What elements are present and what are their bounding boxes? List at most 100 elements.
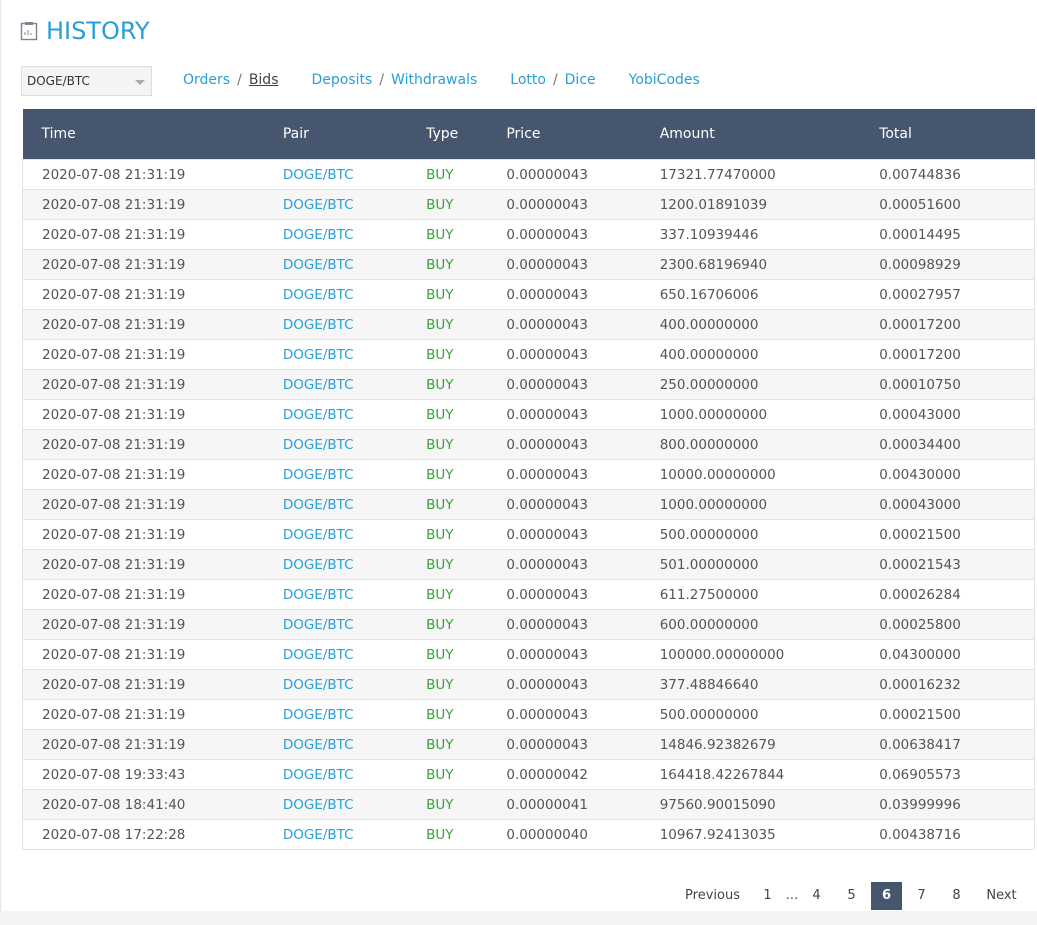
nav-separator: / [379,72,385,88]
type-cell: BUY [426,159,507,190]
page-button[interactable]: 6 [871,882,902,910]
type-cell: BUY [426,819,507,850]
column-header: Time [22,109,283,160]
page-button[interactable]: 1 [763,888,772,903]
pair-cell[interactable]: DOGE/BTC [282,399,427,430]
amount-cell: 650.16706006 [659,279,880,310]
pair-cell[interactable]: DOGE/BTC [282,579,427,610]
price-cell: 0.00000043 [506,249,660,280]
column-header: Total [879,109,1035,160]
total-cell: 0.00021543 [879,549,1036,580]
type-cell: BUY [426,669,507,700]
pair-cell[interactable]: DOGE/BTC [282,429,427,460]
total-cell: 0.00744836 [879,159,1036,190]
time-cell: 2020-07-08 21:31:19 [21,669,283,700]
total-cell: 0.00438716 [879,819,1036,850]
type-cell: BUY [426,549,507,580]
time-cell: 2020-07-08 21:31:19 [21,279,283,310]
amount-cell: 14846.92382679 [659,729,880,760]
table-row: 2020-07-08 18:41:40 DOGE/BTC BUY 0.00000041… [21,789,1036,820]
table-row: 2020-07-08 21:31:19 DOGE/BTC BUY 0.00000043… [21,219,1036,250]
nav-link[interactable]: Bids [248,72,279,88]
pair-cell[interactable]: DOGE/BTC [282,699,427,730]
type-cell: BUY [426,249,507,280]
amount-cell: 337.10939446 [659,219,880,250]
total-cell: 0.00014495 [879,219,1036,250]
page-button[interactable]: 8 [952,888,961,903]
price-cell: 0.00000043 [506,519,660,550]
price-cell: 0.00000043 [506,339,660,370]
nav-link[interactable]: YobiCodes [628,72,700,88]
table-row: 2020-07-08 21:31:19 DOGE/BTC BUY 0.00000043… [21,459,1036,490]
pair-cell[interactable]: DOGE/BTC [282,309,427,340]
table-row: 2020-07-08 21:31:19 DOGE/BTC BUY 0.00000043… [21,549,1036,580]
amount-cell: 501.00000000 [659,549,880,580]
total-cell: 0.00026284 [879,579,1036,610]
table-row: 2020-07-08 21:31:19 DOGE/BTC BUY 0.00000043… [21,489,1036,520]
nav-link[interactable]: Orders [183,72,231,88]
table-row: 2020-07-08 17:22:28 DOGE/BTC BUY 0.00000040… [21,819,1036,850]
table-row: 2020-07-08 21:31:19 DOGE/BTC BUY 0.00000043… [21,639,1036,670]
nav-link[interactable]: Deposits [311,72,373,88]
pair-cell[interactable]: DOGE/BTC [282,549,427,580]
pair-cell[interactable]: DOGE/BTC [282,159,427,190]
time-cell: 2020-07-08 21:31:19 [21,159,283,190]
column-header: Price [506,109,660,160]
pair-cell[interactable]: DOGE/BTC [282,729,427,760]
nav-group: Orders / Bids [183,72,279,88]
pair-cell[interactable]: DOGE/BTC [282,189,427,220]
pair-cell[interactable]: DOGE/BTC [282,489,427,520]
type-cell: BUY [426,639,507,670]
nav: Orders / Bids Deposits / Withdrawals Lotto / Dic… [183,72,700,88]
table-row: 2020-07-08 21:31:19 DOGE/BTC BUY 0.00000043… [21,159,1036,190]
pair-cell[interactable]: DOGE/BTC [282,639,427,670]
table-row: 2020-07-08 21:31:19 DOGE/BTC BUY 0.00000043… [21,309,1036,340]
page-button[interactable]: 7 [917,888,926,903]
nav-link[interactable]: Lotto [510,72,546,88]
prev-button[interactable]: Previous [685,888,740,903]
time-cell: 2020-07-08 21:31:19 [21,579,283,610]
page-button[interactable]: 5 [847,888,856,903]
total-cell: 0.00017200 [879,309,1036,340]
table-row: 2020-07-08 21:31:19 DOGE/BTC BUY 0.00000043… [21,429,1036,460]
table-row: 2020-07-08 21:31:19 DOGE/BTC BUY 0.00000043… [21,339,1036,370]
pair-cell[interactable]: DOGE/BTC [282,459,427,490]
pair-cell[interactable]: DOGE/BTC [282,609,427,640]
nav-link[interactable]: Withdrawals [391,72,478,88]
pair-cell[interactable]: DOGE/BTC [282,789,427,820]
time-cell: 2020-07-08 21:31:19 [21,189,283,220]
table-row: 2020-07-08 21:31:19 DOGE/BTC BUY 0.00000043… [21,399,1036,430]
time-cell: 2020-07-08 21:31:19 [21,399,283,430]
amount-cell: 600.00000000 [659,609,880,640]
select-value: DOGE/BTC [27,74,90,88]
total-cell: 0.00010750 [879,369,1036,400]
type-cell: BUY [426,489,507,520]
price-cell: 0.00000043 [506,309,660,340]
pair-cell[interactable]: DOGE/BTC [282,219,427,250]
pair-cell[interactable]: DOGE/BTC [282,279,427,310]
price-cell: 0.00000043 [506,639,660,670]
pair-cell[interactable]: DOGE/BTC [282,669,427,700]
pair-cell[interactable]: DOGE/BTC [282,369,427,400]
next-button[interactable]: Next [986,888,1017,903]
type-cell: BUY [426,519,507,550]
pair-cell[interactable]: DOGE/BTC [282,339,427,370]
pair-cell[interactable]: DOGE/BTC [282,519,427,550]
time-cell: 2020-07-08 21:31:19 [21,429,283,460]
column-header: Pair [282,109,427,160]
title: HISTORY [46,17,150,45]
amount-cell: 1200.01891039 [659,189,880,220]
pair-cell[interactable]: DOGE/BTC [282,819,427,850]
pair-cell[interactable]: DOGE/BTC [282,249,427,280]
pair-cell[interactable]: DOGE/BTC [282,759,427,790]
price-cell: 0.00000043 [506,549,660,580]
border [0,0,1,925]
nav-link[interactable]: Dice [564,72,596,88]
table-row: 2020-07-08 21:31:19 DOGE/BTC BUY 0.00000043… [21,279,1036,310]
price-cell: 0.00000043 [506,669,660,700]
pair-select[interactable]: DOGE/BTC [21,66,152,96]
amount-cell: 800.00000000 [659,429,880,460]
total-cell: 0.00638417 [879,729,1036,760]
amount-cell: 400.00000000 [659,339,880,370]
page-button[interactable]: 4 [812,888,821,903]
